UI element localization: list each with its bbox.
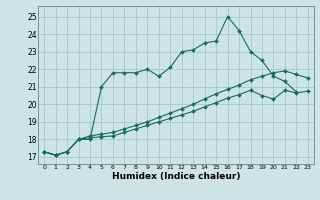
X-axis label: Humidex (Indice chaleur): Humidex (Indice chaleur)	[112, 172, 240, 181]
